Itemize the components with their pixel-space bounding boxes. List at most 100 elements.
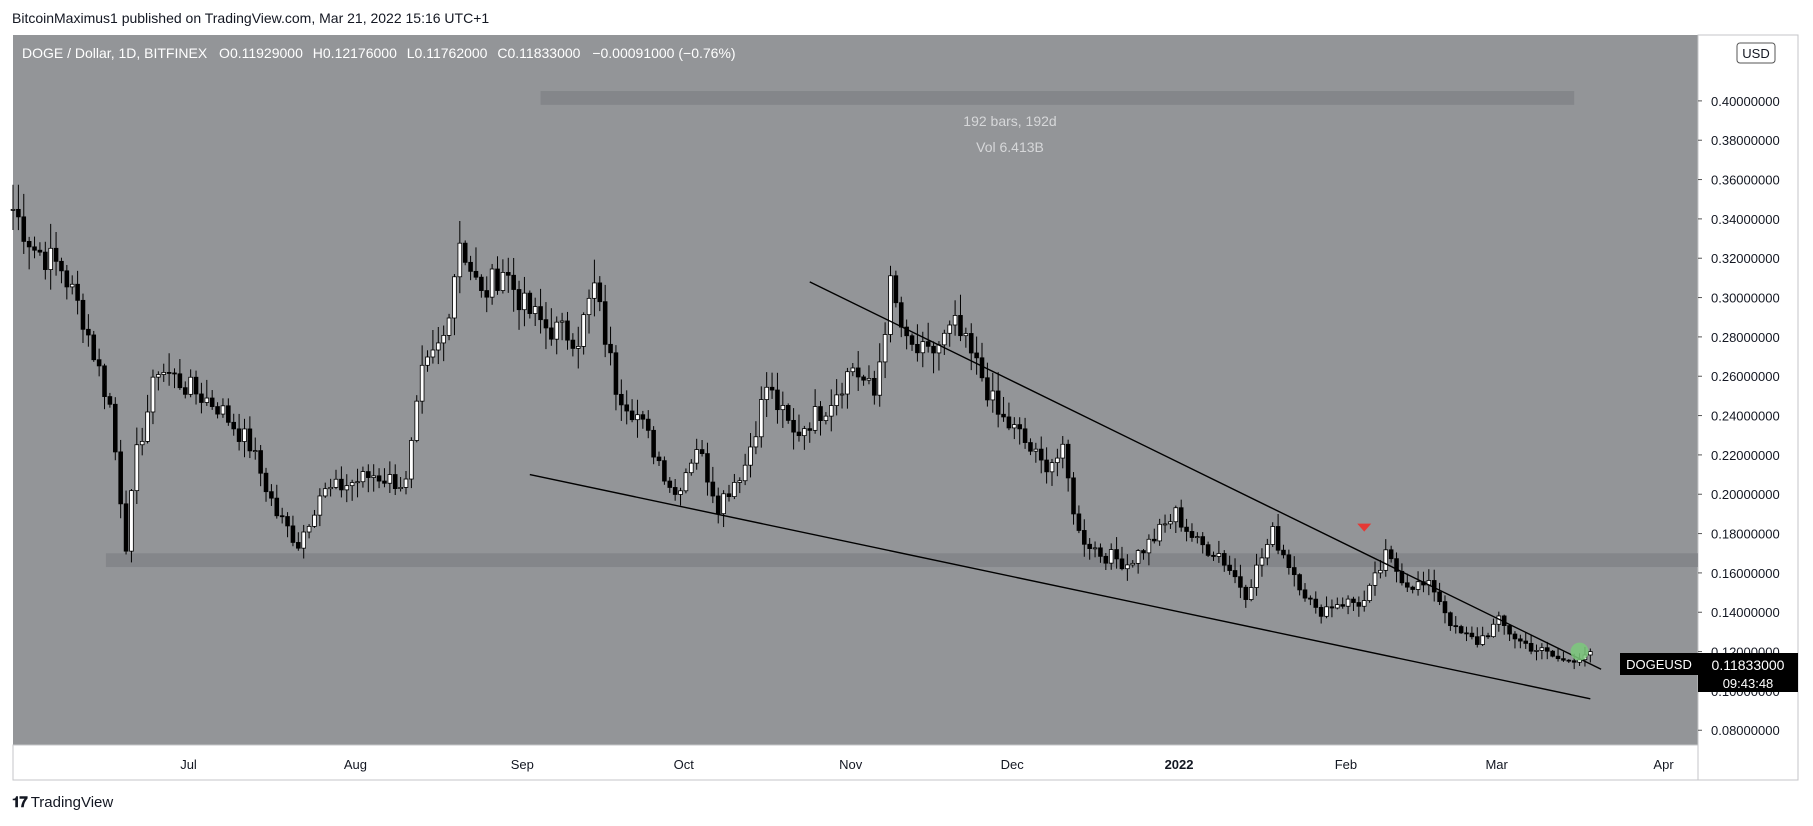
candle-body	[43, 251, 48, 270]
candle-body	[118, 451, 123, 505]
currency-badge[interactable]	[1736, 42, 1776, 64]
price-tag	[1698, 653, 1798, 692]
candle-body	[1119, 558, 1125, 570]
candle-body	[328, 486, 333, 490]
candle-body	[850, 367, 856, 373]
candle-body	[748, 446, 753, 466]
candle-body	[726, 493, 732, 497]
candle-body	[414, 400, 420, 441]
x-tick-labels: Jul Aug Sep Oct Nov Dec 2022 Feb Mar Apr	[180, 757, 1674, 772]
y-tick-label: 0.22000000	[1711, 448, 1780, 463]
candle-body	[1028, 442, 1033, 452]
candle-body	[1388, 549, 1394, 560]
candle-body	[1114, 549, 1119, 560]
y-tick-label: 0.08000000	[1711, 723, 1780, 738]
candle-body	[1485, 635, 1491, 638]
candle-body	[430, 349, 436, 358]
candle-body	[231, 421, 237, 430]
tradingview-logo[interactable]: 𝟏𝟕 TradingView	[12, 794, 113, 811]
y-tick-label: 0.32000000	[1711, 251, 1780, 266]
candle-body	[279, 515, 285, 518]
y-tick-label: 0.34000000	[1711, 212, 1780, 227]
legend-close-label: C	[497, 45, 507, 61]
candle-body	[285, 516, 290, 527]
candle-body	[1232, 570, 1238, 578]
candle-body	[1491, 623, 1496, 638]
chart-plot-area[interactable]	[13, 35, 1698, 780]
candle-body	[505, 272, 511, 276]
candle-body	[10, 208, 16, 211]
candle-body	[882, 334, 888, 363]
x-tick-label: Apr	[1653, 757, 1674, 772]
candle-body	[812, 406, 818, 431]
y-tick-label: 0.20000000	[1711, 487, 1780, 502]
candle-body	[527, 292, 533, 314]
candle-body	[150, 376, 156, 413]
candle-body	[1281, 549, 1286, 556]
candle-body	[1162, 523, 1168, 526]
candle-body	[834, 394, 839, 406]
candle-body	[193, 376, 199, 395]
x-tick-label: Nov	[839, 757, 863, 772]
candle-body	[398, 487, 403, 490]
candle-body	[1211, 554, 1216, 557]
legend-low-label: L	[407, 45, 415, 61]
legend-close-value: 0.11833000	[508, 45, 581, 61]
candle-body	[942, 332, 947, 346]
candle-body	[855, 367, 861, 378]
candle-body	[274, 497, 280, 517]
y-tick-label: 0.40000000	[1711, 94, 1780, 109]
candle-body	[1405, 582, 1410, 588]
candle-body	[1125, 564, 1130, 570]
candle-body	[339, 478, 344, 491]
candle-body	[1055, 457, 1060, 464]
candle-body	[403, 478, 409, 488]
y-tick-label: 0.28000000	[1711, 330, 1780, 345]
candle-body	[715, 495, 721, 515]
candle-body	[1480, 635, 1485, 645]
candle-body	[1017, 424, 1022, 430]
candle-body	[602, 301, 608, 345]
trendlines-layer	[529, 281, 1602, 700]
candles-layer	[10, 184, 1593, 670]
candle-body	[861, 376, 866, 381]
candle-body	[1108, 549, 1114, 564]
candle-body	[764, 386, 769, 400]
candle-body	[495, 268, 500, 291]
candle-body	[839, 393, 845, 396]
candle-body	[1442, 601, 1448, 614]
candle-body	[753, 436, 759, 448]
candle-body	[1561, 658, 1566, 661]
candle-body	[242, 428, 247, 442]
candle-body	[1555, 655, 1561, 660]
y-tick-labels: 0.080000000.100000000.120000000.14000000…	[1698, 94, 1780, 738]
candle-body	[1383, 549, 1389, 571]
y-tick-label: 0.36000000	[1711, 173, 1780, 188]
candle-body	[1356, 602, 1362, 607]
time-axis[interactable]	[12, 744, 1699, 781]
candle-body	[366, 471, 371, 478]
candle-body	[306, 525, 312, 533]
candle-body	[683, 472, 689, 492]
candle-body	[462, 242, 468, 263]
candle-body	[511, 274, 516, 290]
breakout-marker-icon	[1570, 642, 1589, 661]
candle-body	[958, 315, 963, 337]
candle-body	[473, 270, 479, 278]
candle-body	[1082, 530, 1087, 545]
candle-body	[952, 315, 958, 326]
candle-body	[360, 471, 366, 483]
candle-body	[1022, 428, 1028, 443]
candle-body	[678, 490, 683, 495]
candle-body	[1528, 642, 1534, 652]
candle-body	[791, 419, 796, 433]
candle-body	[651, 429, 656, 458]
x-tick-label: Mar	[1485, 757, 1508, 772]
legend-symbol: DOGE / Dollar, 1D, BITFINEX	[22, 45, 208, 61]
candle-body	[1044, 459, 1049, 473]
candle-body	[446, 317, 452, 336]
candle-body	[1001, 413, 1006, 418]
candle-body	[710, 481, 716, 497]
candle-body	[586, 297, 592, 316]
